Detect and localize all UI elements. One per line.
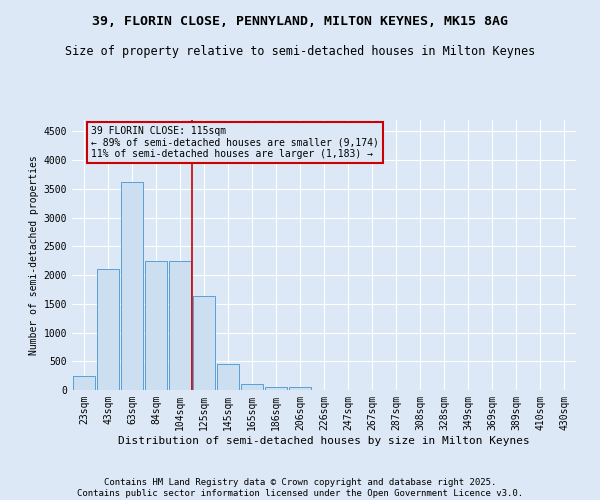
Y-axis label: Number of semi-detached properties: Number of semi-detached properties [29,155,40,355]
Text: Size of property relative to semi-detached houses in Milton Keynes: Size of property relative to semi-detach… [65,45,535,58]
Bar [73,376,95,390]
Bar [217,364,239,390]
Bar [169,260,191,390]
Text: Contains HM Land Registry data © Crown copyright and database right 2025.
Contai: Contains HM Land Registry data © Crown c… [77,478,523,498]
Text: 39, FLORIN CLOSE, PENNYLAND, MILTON KEYNES, MK15 8AG: 39, FLORIN CLOSE, PENNYLAND, MILTON KEYN… [92,15,508,28]
Bar [121,182,143,390]
Bar [145,260,167,390]
Bar [265,387,287,390]
Bar [289,387,311,390]
Bar [193,296,215,390]
X-axis label: Distribution of semi-detached houses by size in Milton Keynes: Distribution of semi-detached houses by … [118,436,530,446]
Text: 39 FLORIN CLOSE: 115sqm
← 89% of semi-detached houses are smaller (9,174)
11% of: 39 FLORIN CLOSE: 115sqm ← 89% of semi-de… [91,126,379,159]
Bar [241,384,263,390]
Bar [97,270,119,390]
